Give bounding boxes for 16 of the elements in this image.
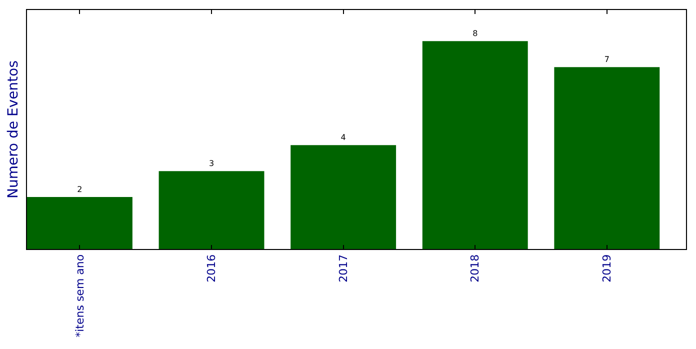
y-axis-title: Numero de Eventos [6,60,22,198]
bar [290,145,396,249]
x-tick-label: 2019 [600,254,614,282]
x-tick-label: *itens sem ano [73,254,86,338]
data-label: 3 [208,159,214,168]
data-label: 8 [472,29,478,38]
bar [158,171,264,249]
bar [27,197,132,249]
data-label: 2 [77,185,82,194]
data-label: 4 [340,133,346,142]
x-tick-label: 2016 [205,254,218,282]
x-tick-label: 2018 [468,254,482,282]
data-label: 7 [604,55,610,64]
x-tick-label: 2017 [336,254,350,282]
bar [554,67,660,249]
bar [422,41,528,249]
